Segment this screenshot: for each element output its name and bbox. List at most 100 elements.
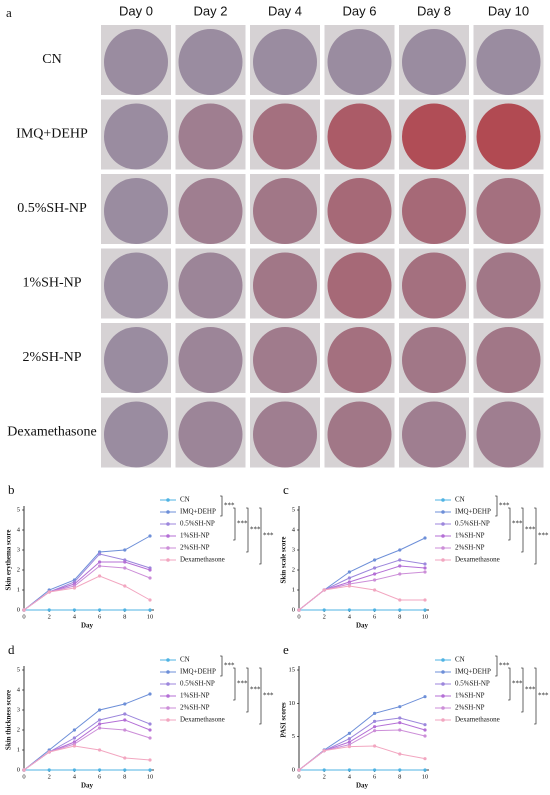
data-point [373, 711, 377, 715]
significance-bracket [508, 667, 511, 701]
data-point [47, 590, 51, 594]
significance-bracket [521, 667, 524, 713]
x-tick-label: 4 [73, 773, 77, 780]
data-point [398, 705, 402, 709]
data-point [98, 560, 102, 564]
x-tick-label: 10 [147, 613, 154, 620]
data-point [373, 744, 377, 748]
data-point [347, 737, 351, 741]
series-line [298, 729, 426, 771]
series-line [298, 585, 425, 611]
data-point [123, 728, 127, 732]
panel-label: b [8, 482, 15, 497]
data-point [423, 536, 427, 540]
data-point [98, 574, 102, 578]
series-line [23, 535, 151, 611]
data-point [123, 608, 127, 612]
legend-marker [166, 522, 170, 526]
x-tick-label: 6 [98, 773, 102, 780]
legend-marker [166, 498, 170, 502]
data-point [148, 598, 152, 602]
data-point [98, 722, 102, 726]
y-axis-label: Skin scale score [280, 537, 288, 584]
legend-marker [441, 718, 445, 722]
series-line [298, 559, 426, 611]
y-tick-label: 3 [17, 706, 20, 713]
data-point [347, 745, 351, 749]
data-point [47, 608, 51, 612]
legend-marker [166, 718, 170, 722]
x-tick-label: 6 [373, 773, 377, 780]
photo-skin [402, 252, 466, 319]
row-label: Dexamethasone [7, 425, 96, 440]
legend-label: Dexamethasone [180, 716, 225, 724]
y-tick-label: 10 [289, 700, 296, 707]
legend-marker [441, 694, 445, 698]
data-point [398, 572, 402, 576]
legend-marker [166, 658, 170, 662]
data-point [148, 568, 152, 572]
data-point [297, 608, 301, 612]
significance-bracket [259, 667, 262, 725]
legend-label: 0.5%SH-NP [180, 680, 215, 688]
legend-marker [441, 706, 445, 710]
x-tick-label: 0 [297, 613, 300, 620]
data-point [123, 702, 127, 706]
x-tick-label: 8 [398, 773, 401, 780]
data-point [148, 608, 152, 612]
data-point [373, 566, 377, 570]
x-tick-label: 10 [147, 773, 154, 780]
photo-skin [476, 401, 541, 468]
legend-label: 0.5%SH-NP [455, 520, 490, 528]
x-tick-label: 0 [297, 773, 300, 780]
data-point [72, 736, 76, 740]
panel-label: c [283, 482, 289, 497]
data-point [423, 723, 427, 727]
data-point [373, 725, 377, 729]
x-tick-label: 10 [422, 613, 429, 620]
column-header: Day 6 [343, 3, 377, 18]
photo-skin [327, 103, 392, 170]
data-point [423, 566, 427, 570]
data-point [123, 566, 127, 570]
photo-skin [402, 327, 466, 393]
significance-label: *** [237, 520, 248, 528]
legend-marker [441, 522, 445, 526]
legend-marker [166, 546, 170, 550]
x-tick-label: 4 [348, 613, 352, 620]
legend-marker [166, 510, 170, 514]
photo-skin [476, 252, 541, 319]
y-tick-label: 15 [289, 666, 296, 673]
column-header: Day 10 [488, 3, 529, 18]
legend-label: 2%SH-NP [455, 704, 485, 712]
photo-skin [178, 401, 243, 468]
photo-skin [104, 401, 168, 468]
photo-skin [178, 252, 243, 319]
legend-marker [166, 706, 170, 710]
legend-marker [441, 498, 445, 502]
data-point [398, 608, 402, 612]
data-point [148, 768, 152, 772]
data-point [123, 560, 127, 564]
row-label: CN [42, 52, 61, 67]
y-tick-label: 4 [292, 526, 296, 533]
photo-skin [402, 178, 466, 244]
data-point [297, 768, 301, 772]
data-point [347, 731, 351, 735]
data-point [373, 608, 377, 612]
panel-label: d [8, 642, 15, 657]
data-point [72, 744, 76, 748]
data-point [347, 768, 351, 772]
series-line [23, 575, 151, 611]
legend-label: 1%SH-NP [455, 532, 485, 540]
significance-label: *** [525, 526, 536, 534]
y-axis-label: PASI scores [280, 702, 288, 738]
x-tick-label: 2 [323, 773, 326, 780]
data-point [98, 726, 102, 730]
x-tick-label: 2 [48, 773, 51, 780]
photo-skin [327, 401, 392, 468]
photo-skin [253, 401, 317, 468]
photo-skin [327, 29, 392, 95]
data-point [398, 548, 402, 552]
